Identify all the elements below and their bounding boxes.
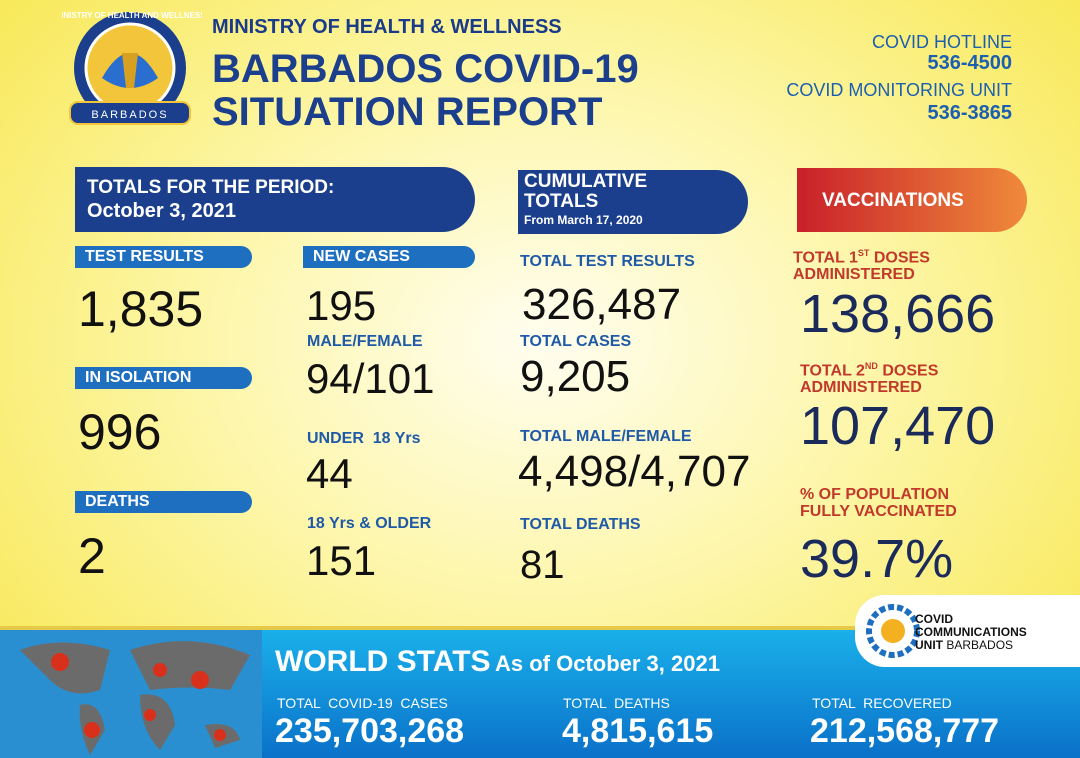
world-label: TOTAL RECOVERED	[812, 695, 952, 711]
label-text: ADMINISTERED	[800, 379, 922, 397]
stat-value: 195	[306, 282, 377, 329]
stat-value: 996	[78, 404, 162, 460]
vaccinations-banner: VACCINATIONS	[797, 168, 1027, 232]
hotline-label: COVID HOTLINE	[871, 32, 1012, 52]
world-map	[0, 630, 262, 758]
comms-bold: UNIT	[915, 638, 943, 652]
stat-value: 94/101	[306, 355, 435, 402]
comms-logo: COVID COMMUNICATIONS UNIT BARBADOS	[855, 595, 1080, 667]
stat-value: 326,487	[522, 280, 682, 329]
section-pill: DEATHS	[75, 491, 252, 513]
vacc-value: 107,470	[800, 396, 996, 456]
period-date: October 3, 2021	[87, 200, 236, 222]
period-banner: TOTALS FOR THE PERIOD: October 3, 2021	[75, 167, 475, 232]
stat-label: TOTAL DEATHS	[520, 516, 641, 533]
vacc-label: % OF POPULATION FULLY VACCINATED	[800, 486, 957, 520]
stat-value: 4,498/4,707	[518, 447, 751, 496]
stat-label: TOTAL TEST RESULTS	[520, 253, 695, 270]
comms-line: COVID	[915, 612, 954, 626]
section-pill: IN ISOLATION	[75, 367, 252, 389]
label-text: % OF POPULATION	[800, 486, 950, 503]
section-pill: NEW CASES	[303, 246, 475, 268]
world-title: WORLD STATS	[275, 645, 491, 678]
hotline-number: 536-3865	[927, 102, 1012, 124]
logo-banner-text: BARBADOS	[91, 109, 168, 121]
world-value: 235,703,268	[275, 712, 465, 750]
label-text: TOTAL 2	[800, 362, 865, 380]
label-sup: ND	[864, 361, 878, 371]
hotline-label: COVID MONITORING UNIT	[786, 80, 1012, 100]
world-label: TOTAL DEATHS	[563, 695, 670, 711]
world-value: 4,815,615	[562, 712, 714, 750]
world-label: TOTAL COVID-19 CASES	[277, 695, 448, 711]
vacc-value: 39.7%	[800, 529, 954, 589]
stat-value: 151	[306, 537, 377, 584]
stat-label: UNDER 18 Yrs	[307, 430, 421, 447]
comms-line: UNIT BARBADOS	[915, 639, 1027, 652]
period-heading: TOTALS FOR THE PERIOD:	[87, 177, 335, 198]
title: SITUATION REPORT	[212, 90, 603, 134]
section-pill: TEST RESULTS	[75, 246, 252, 268]
stat-value: 9,205	[520, 352, 631, 401]
label-text: DOSES	[877, 362, 939, 380]
cumulative-since: From March 17, 2020	[524, 213, 643, 227]
cumulative-heading: CUMULATIVE	[524, 171, 648, 192]
world-as-of: As of October 3, 2021	[494, 651, 720, 676]
stat-label: TOTAL CASES	[520, 333, 632, 350]
cumulative-banner: CUMULATIVE TOTALS From March 17, 2020	[518, 170, 748, 234]
comms-plain: BARBADOS	[946, 638, 1014, 652]
stat-value: 81	[520, 543, 565, 587]
world-value: 212,568,777	[810, 712, 1000, 750]
vacc-value: 138,666	[800, 284, 996, 344]
label-text: DOSES	[869, 249, 930, 267]
stat-label: 18 Yrs & OLDER	[307, 515, 432, 532]
label-text: FULLY VACCINATED	[800, 503, 957, 520]
comms-line: COMMUNICATIONS	[915, 625, 1027, 639]
logo-ring-text: MINISTRY OF HEALTH AND WELLNESS	[62, 11, 202, 20]
label-text: TOTAL 1	[793, 249, 858, 267]
comms-icon	[866, 604, 920, 658]
label-text: ADMINISTERED	[793, 266, 915, 284]
label-sup: ST	[857, 248, 870, 258]
comms-text: COVID COMMUNICATIONS UNIT BARBADOS	[915, 613, 1027, 652]
stat-label: MALE/FEMALE	[307, 333, 423, 350]
ministry-logo: MINISTRY OF HEALTH AND WELLNESS BARBADOS	[62, 11, 202, 125]
world-heading: WORLD STATS As of October 3, 2021	[275, 645, 720, 679]
stat-value: 2	[78, 528, 106, 584]
vacc-label: TOTAL 2ND DOSES ADMINISTERED	[800, 358, 938, 396]
vaccinations-heading: VACCINATIONS	[822, 190, 964, 211]
stat-value: 44	[306, 450, 353, 497]
title: BARBADOS COVID-19	[212, 47, 639, 91]
cumulative-heading: TOTALS	[524, 191, 599, 212]
hotline-number: 536-4500	[927, 52, 1012, 74]
stat-label: TOTAL MALE/FEMALE	[520, 428, 692, 445]
ministry: MINISTRY OF HEALTH & WELLNESS	[212, 16, 562, 38]
vacc-label: TOTAL 1ST DOSES ADMINISTERED	[793, 245, 930, 283]
stat-value: 1,835	[78, 281, 204, 337]
